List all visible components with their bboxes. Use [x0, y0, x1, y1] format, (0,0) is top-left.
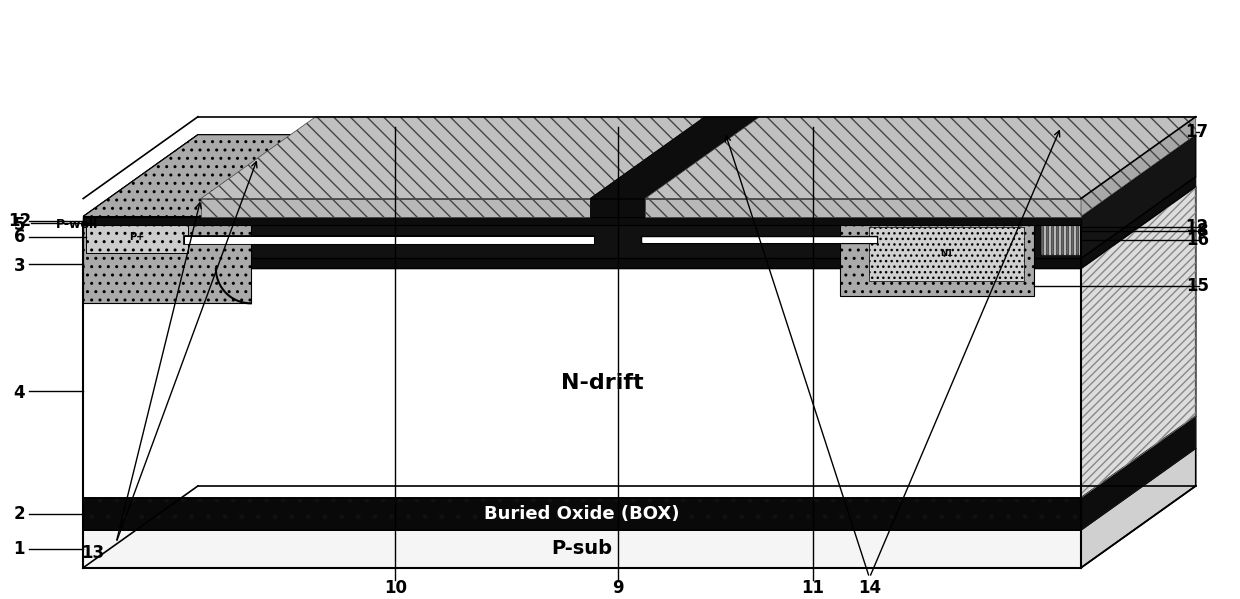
- Polygon shape: [1061, 216, 1064, 255]
- Text: 12: 12: [7, 211, 31, 229]
- Text: N1: N1: [940, 249, 954, 258]
- Polygon shape: [83, 177, 1195, 258]
- Text: 3: 3: [14, 258, 25, 276]
- Text: Buried Oxide (BOX): Buried Oxide (BOX): [485, 505, 680, 523]
- Polygon shape: [83, 187, 1195, 268]
- Polygon shape: [1042, 216, 1044, 255]
- Text: 15: 15: [1185, 277, 1209, 295]
- Text: P-well: P-well: [56, 218, 98, 231]
- Polygon shape: [590, 117, 760, 198]
- Polygon shape: [1081, 117, 1195, 216]
- Polygon shape: [83, 268, 1081, 498]
- Polygon shape: [1071, 216, 1074, 255]
- Polygon shape: [645, 198, 1081, 216]
- Polygon shape: [83, 216, 250, 303]
- Polygon shape: [839, 216, 1034, 297]
- Polygon shape: [1066, 216, 1069, 255]
- Polygon shape: [83, 498, 1081, 530]
- Text: 16: 16: [1185, 231, 1209, 249]
- Polygon shape: [83, 135, 1195, 216]
- Polygon shape: [83, 135, 316, 216]
- Text: 12: 12: [1185, 217, 1209, 235]
- Polygon shape: [645, 117, 1195, 198]
- Polygon shape: [86, 222, 188, 253]
- Polygon shape: [83, 135, 1195, 216]
- Text: P-sub: P-sub: [552, 539, 613, 558]
- Polygon shape: [1056, 216, 1059, 255]
- Polygon shape: [1081, 416, 1195, 530]
- Polygon shape: [1081, 187, 1195, 498]
- Polygon shape: [83, 216, 1081, 258]
- Text: 6: 6: [14, 228, 25, 246]
- Polygon shape: [83, 448, 1195, 530]
- Polygon shape: [201, 198, 590, 216]
- Text: 10: 10: [384, 579, 407, 597]
- Text: 4: 4: [14, 384, 25, 402]
- Text: 13: 13: [82, 544, 104, 562]
- Polygon shape: [1081, 448, 1195, 568]
- Polygon shape: [1081, 177, 1195, 268]
- Polygon shape: [1052, 216, 1054, 255]
- Polygon shape: [83, 258, 1081, 268]
- Text: 2: 2: [14, 505, 25, 523]
- Text: 8: 8: [1197, 222, 1209, 240]
- Polygon shape: [201, 117, 704, 198]
- Polygon shape: [83, 216, 1081, 225]
- Polygon shape: [1076, 216, 1079, 255]
- Text: 14: 14: [858, 579, 880, 597]
- Text: 9: 9: [611, 579, 624, 597]
- Polygon shape: [869, 226, 1024, 282]
- Polygon shape: [83, 416, 1195, 498]
- Polygon shape: [590, 198, 645, 216]
- Text: N-drift: N-drift: [560, 373, 644, 393]
- Text: 17: 17: [1185, 123, 1209, 141]
- Text: 1: 1: [14, 540, 25, 558]
- Polygon shape: [1047, 216, 1049, 255]
- Polygon shape: [1042, 216, 1081, 255]
- Polygon shape: [1081, 135, 1195, 258]
- Text: 5: 5: [14, 216, 25, 234]
- Text: 11: 11: [801, 579, 825, 597]
- Text: P+: P+: [129, 232, 145, 243]
- Polygon shape: [83, 530, 1081, 568]
